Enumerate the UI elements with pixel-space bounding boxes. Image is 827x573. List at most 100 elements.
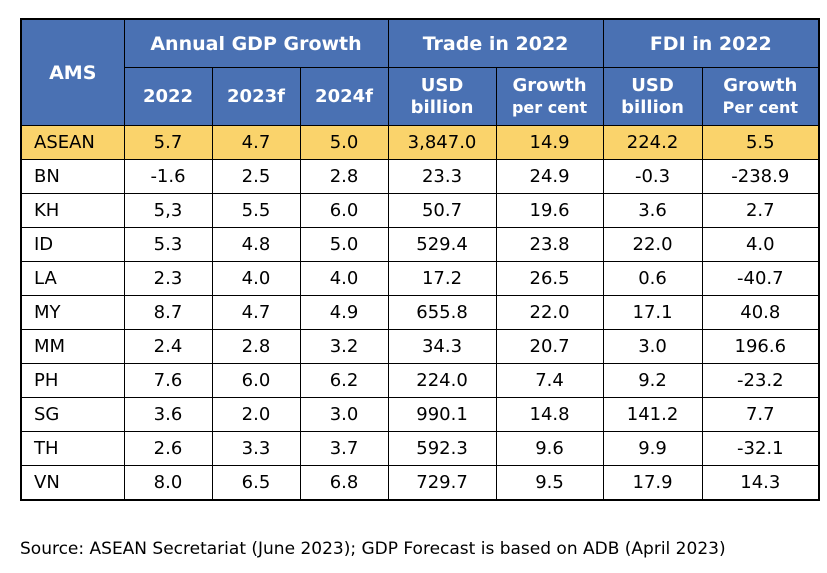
header-trade-usd-line2: billion	[410, 96, 474, 118]
row-label: PH	[20, 363, 125, 398]
fdi-growth-cell: -23.2	[701, 363, 820, 398]
trade-usd-cell: 34.3	[387, 329, 497, 364]
gdp-2023f-cell: 2.8	[211, 329, 301, 364]
row-label: SG	[20, 397, 125, 432]
trade-usd-cell: 3,847.0	[387, 125, 497, 160]
header-trade-growth-line2: per cent	[511, 97, 588, 117]
gdp-2024f-cell: 4.9	[299, 295, 389, 330]
gdp-2022-cell: 5.7	[123, 125, 213, 160]
fdi-growth-cell: 40.8	[701, 295, 820, 330]
gdp-2023f-cell: 4.8	[211, 227, 301, 262]
gdp-2024f-cell: 6.8	[299, 465, 389, 501]
gdp-2022-cell: 2.4	[123, 329, 213, 364]
trade-growth-cell: 19.6	[495, 193, 604, 228]
row-label: TH	[20, 431, 125, 466]
fdi-growth-cell: 14.3	[701, 465, 820, 501]
row-label: MY	[20, 295, 125, 330]
row-label: ASEAN	[20, 125, 125, 160]
gdp-2022-cell: 2.3	[123, 261, 213, 296]
fdi-growth-cell: -238.9	[701, 159, 820, 194]
fdi-growth-cell: -32.1	[701, 431, 820, 466]
fdi-usd-cell: 3.0	[602, 329, 703, 364]
fdi-usd-cell: 9.9	[602, 431, 703, 466]
gdp-2023f-cell: 2.5	[211, 159, 301, 194]
source-note: Source: ASEAN Secretariat (June 2023); G…	[20, 539, 726, 559]
gdp-2022-cell: -1.6	[123, 159, 213, 194]
table-body: ASEAN 5.7 4.7 5.0 3,847.0 14.9 224.2 5.5…	[20, 125, 820, 501]
gdp-2024f-cell: 6.2	[299, 363, 389, 398]
trade-growth-cell: 14.9	[495, 125, 604, 160]
gdp-2023f-cell: 6.0	[211, 363, 301, 398]
header-fdi-2022: FDI in 2022	[602, 18, 820, 68]
trade-growth-cell: 9.6	[495, 431, 604, 466]
header-trade-2022: Trade in 2022	[387, 18, 604, 68]
trade-usd-cell: 224.0	[387, 363, 497, 398]
gdp-2024f-cell: 3.0	[299, 397, 389, 432]
gdp-2024f-cell: 5.0	[299, 125, 389, 160]
fdi-growth-cell: 5.5	[701, 125, 820, 160]
gdp-2022-cell: 8.7	[123, 295, 213, 330]
trade-growth-cell: 26.5	[495, 261, 604, 296]
gdp-2023f-cell: 2.0	[211, 397, 301, 432]
table-row-asean: ASEAN 5.7 4.7 5.0 3,847.0 14.9 224.2 5.5	[20, 125, 820, 160]
gdp-2022-cell: 5,3	[123, 193, 213, 228]
header-gdp-2024f: 2024f	[299, 67, 389, 126]
fdi-usd-cell: 9.2	[602, 363, 703, 398]
table-row: ID 5.3 4.8 5.0 529.4 23.8 22.0 4.0	[20, 227, 820, 262]
gdp-2023f-cell: 3.3	[211, 431, 301, 466]
row-label: BN	[20, 159, 125, 194]
table-row: MY 8.7 4.7 4.9 655.8 22.0 17.1 40.8	[20, 295, 820, 330]
table-header: AMS Annual GDP Growth Trade in 2022 FDI …	[20, 18, 820, 126]
fdi-usd-cell: 0.6	[602, 261, 703, 296]
header-gdp-2022: 2022	[123, 67, 213, 126]
trade-growth-cell: 14.8	[495, 397, 604, 432]
trade-usd-cell: 990.1	[387, 397, 497, 432]
header-fdi-growth-line2: Per cent	[722, 97, 799, 117]
trade-usd-cell: 729.7	[387, 465, 497, 501]
fdi-usd-cell: 17.9	[602, 465, 703, 501]
row-label: VN	[20, 465, 125, 501]
fdi-usd-cell: 141.2	[602, 397, 703, 432]
gdp-2024f-cell: 5.0	[299, 227, 389, 262]
fdi-usd-cell: 3.6	[602, 193, 703, 228]
row-label: KH	[20, 193, 125, 228]
trade-usd-cell: 17.2	[387, 261, 497, 296]
gdp-2024f-cell: 4.0	[299, 261, 389, 296]
table-row: BN -1.6 2.5 2.8 23.3 24.9 -0.3 -238.9	[20, 159, 820, 194]
trade-growth-cell: 7.4	[495, 363, 604, 398]
trade-growth-cell: 22.0	[495, 295, 604, 330]
fdi-usd-cell: 17.1	[602, 295, 703, 330]
header-fdi-usd-line1: USD	[631, 74, 674, 96]
table-row: MM 2.4 2.8 3.2 34.3 20.7 3.0 196.6	[20, 329, 820, 364]
gdp-2022-cell: 3.6	[123, 397, 213, 432]
header-trade-growth: Growth per cent	[495, 67, 604, 126]
gdp-2024f-cell: 6.0	[299, 193, 389, 228]
row-label: ID	[20, 227, 125, 262]
gdp-2023f-cell: 4.7	[211, 295, 301, 330]
trade-usd-cell: 592.3	[387, 431, 497, 466]
table-row: VN 8.0 6.5 6.8 729.7 9.5 17.9 14.3	[20, 465, 820, 501]
gdp-2024f-cell: 2.8	[299, 159, 389, 194]
trade-usd-cell: 50.7	[387, 193, 497, 228]
gdp-2023f-cell: 4.0	[211, 261, 301, 296]
gdp-2022-cell: 2.6	[123, 431, 213, 466]
gdp-2024f-cell: 3.7	[299, 431, 389, 466]
trade-growth-cell: 23.8	[495, 227, 604, 262]
fdi-usd-cell: 22.0	[602, 227, 703, 262]
trade-growth-cell: 9.5	[495, 465, 604, 501]
header-fdi-growth: Growth Per cent	[701, 67, 820, 126]
table-row: KH 5,3 5.5 6.0 50.7 19.6 3.6 2.7	[20, 193, 820, 228]
header-fdi-usd: USD billion	[602, 67, 703, 126]
trade-usd-cell: 529.4	[387, 227, 497, 262]
trade-usd-cell: 23.3	[387, 159, 497, 194]
header-fdi-usd-line2: billion	[621, 96, 684, 118]
gdp-2023f-cell: 6.5	[211, 465, 301, 501]
fdi-usd-cell: -0.3	[602, 159, 703, 194]
row-label: LA	[20, 261, 125, 296]
row-label: MM	[20, 329, 125, 364]
header-group-row: AMS Annual GDP Growth Trade in 2022 FDI …	[20, 18, 820, 126]
gdp-2022-cell: 5.3	[123, 227, 213, 262]
table-row: PH 7.6 6.0 6.2 224.0 7.4 9.2 -23.2	[20, 363, 820, 398]
trade-usd-cell: 655.8	[387, 295, 497, 330]
table-row: LA 2.3 4.0 4.0 17.2 26.5 0.6 -40.7	[20, 261, 820, 296]
